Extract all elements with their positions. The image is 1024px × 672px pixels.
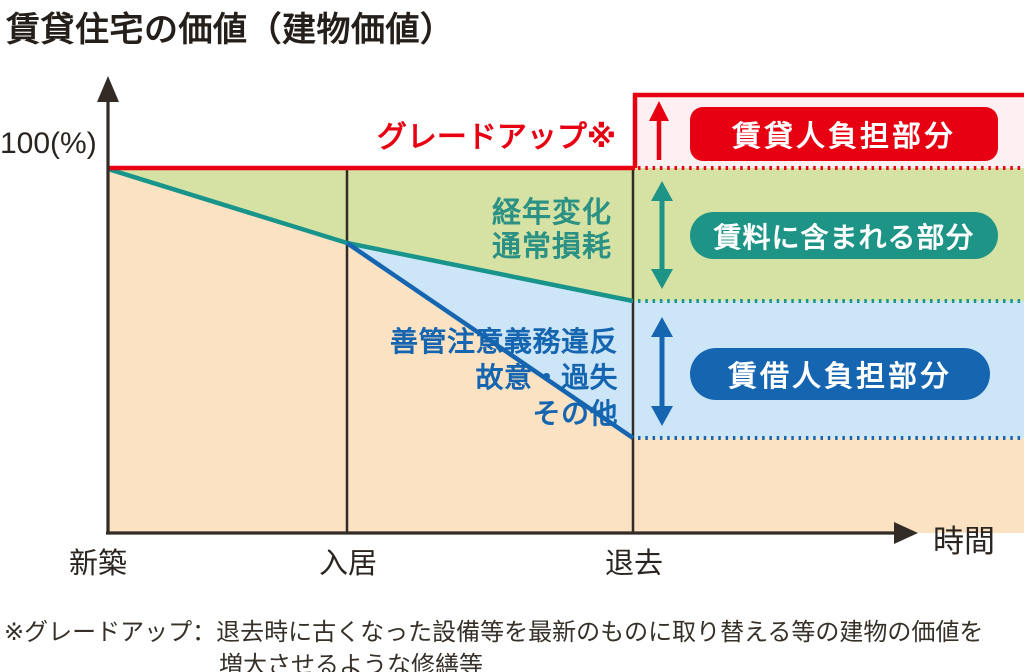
normal-wear-annotation-line1: 経年変化: [491, 197, 612, 229]
normal-wear-annotation-line2: 通常損耗: [491, 231, 612, 263]
footnote-line1: ※グレードアップ：退去時に古くなった設備等を最新のものに取り替える等の建物の価値…: [4, 619, 984, 646]
x-axis-arrow-icon: [894, 522, 918, 544]
tenant-burden-badge: 賃借人負担部分: [690, 348, 990, 400]
y-axis-arrow-icon: [97, 76, 119, 102]
x-tick-new-construction: 新築: [68, 548, 127, 580]
grade-up-arrow-icon: [649, 101, 669, 121]
negligence-annotation-line1: 善管注意義務違反: [389, 326, 618, 357]
negligence-line: [345, 241, 635, 440]
negligence-annotation-line3: その他: [532, 398, 618, 429]
x-tick-move-in: 入居: [318, 548, 377, 580]
page-title: 賃貸住宅の価値（建物価値）: [6, 11, 455, 49]
negligence-annotation-line2: 故意・過失: [475, 362, 618, 393]
x-axis-time-label: 時間: [933, 524, 995, 559]
rent-range-arrow-down-icon: [651, 269, 673, 289]
tenant-range-arrow-down-icon: [651, 406, 673, 426]
x-tick-move-out: 退去: [604, 548, 663, 580]
grade-up-box-border: [632, 92, 1024, 168]
grade-up-annotation: グレードアップ※: [376, 121, 616, 154]
region-rent-included: [108, 168, 1024, 301]
landlord-burden-badge: 賃貸人負担部分: [690, 107, 998, 161]
rent-included-badge: 賃料に含まれる部分: [690, 212, 998, 259]
footnote-line2: 増大させるような修繕等: [219, 652, 483, 672]
y-axis-100-label: 100(%): [0, 127, 97, 160]
tenant-range-arrow-up-icon: [651, 317, 673, 337]
rent-range-arrow-up-icon: [651, 181, 673, 201]
region-residual-value: [108, 169, 1024, 533]
